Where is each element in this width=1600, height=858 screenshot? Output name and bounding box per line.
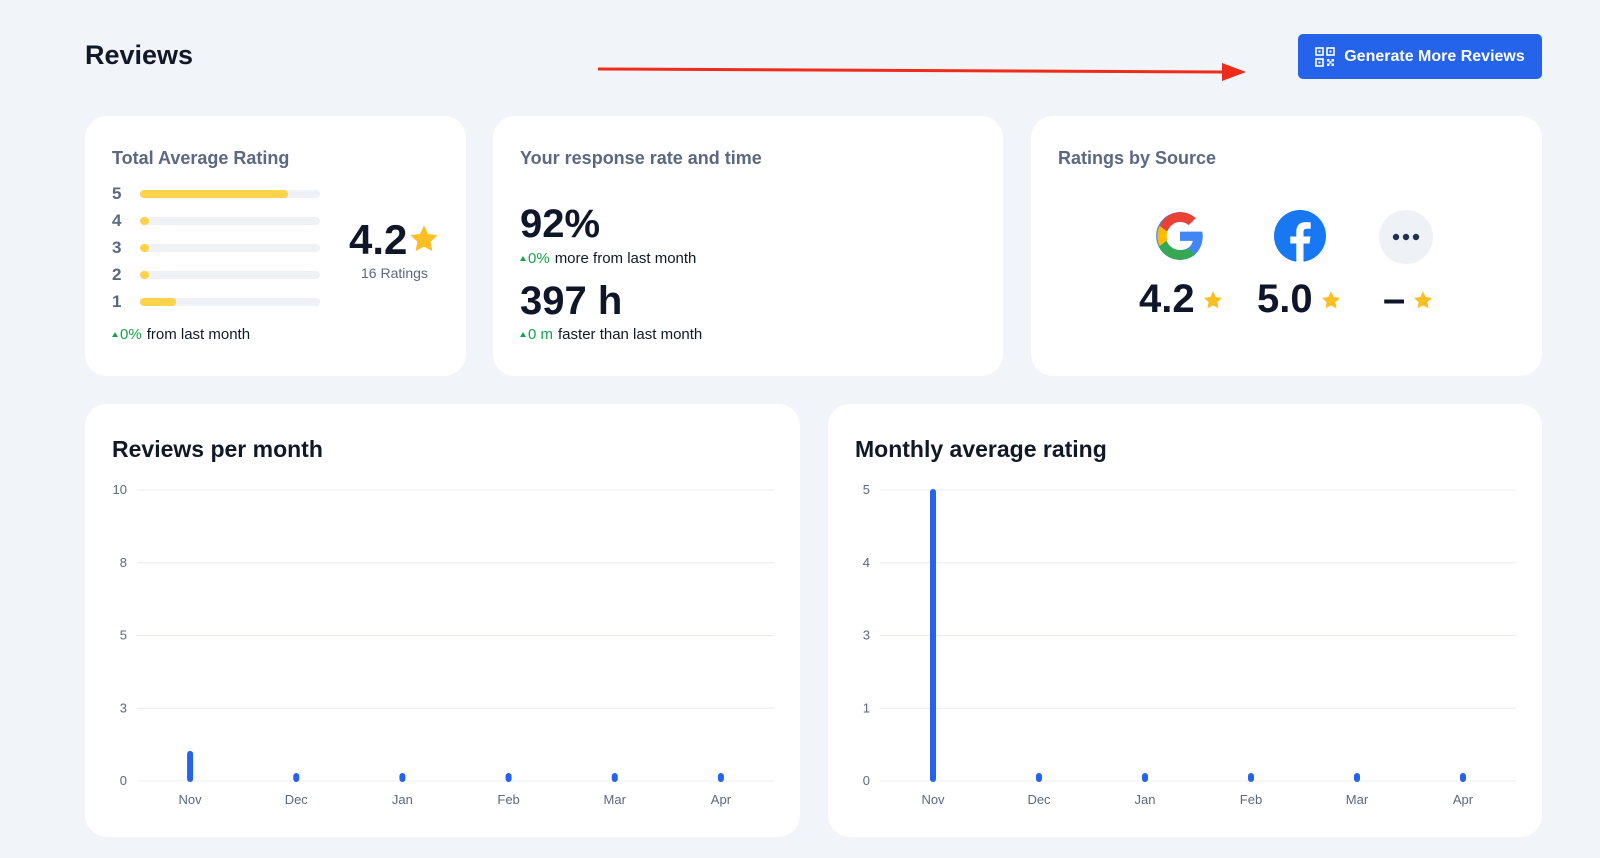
ratings-by-source-title: Ratings by Source [1058, 148, 1217, 168]
rating-bar-track [140, 271, 320, 279]
x-tick-label: Feb [497, 792, 519, 807]
star-icon [410, 225, 438, 252]
response-rate-delta-text: more from last month [554, 250, 697, 267]
facebook-icon[interactable] [1274, 210, 1326, 262]
y-tick-label: 10 [113, 482, 127, 497]
rating-row-5: 5 [112, 184, 320, 204]
star-icon [1414, 290, 1433, 308]
rating-bar-fill [140, 271, 149, 279]
y-tick-label: 0 [863, 773, 870, 788]
facebook-rating: 5.0 [1257, 277, 1341, 322]
rating-star-label: 5 [112, 184, 122, 203]
x-tick-label: Jan [1135, 792, 1156, 807]
reviews-per-month-chart: 0 3 5 8 10 Nov Dec Jan Feb Mar Apr [113, 482, 774, 807]
rating-row-1: 1 [112, 292, 320, 312]
rating-star-label: 1 [112, 292, 122, 311]
response-rate-value: 92% [520, 202, 601, 246]
y-tick-label: 4 [863, 555, 870, 570]
rating-bar-track [140, 190, 320, 198]
response-rate-title: Your response rate and time [520, 148, 762, 168]
response-rate-card: Your response rate and time 92% 0% more … [493, 116, 1003, 376]
average-rating-value: 4.2 [349, 216, 408, 263]
rating-star-label: 3 [112, 238, 122, 257]
chart-title: Reviews per month [112, 436, 323, 462]
ratings-by-source-card: Ratings by Source 4.2 5.0 – [1031, 116, 1542, 376]
reviews-per-month-card: Reviews per month 0 3 5 8 10 Nov Dec Jan Feb Mar A… [85, 404, 800, 837]
response-time-delta-text: faster than last month [558, 326, 703, 343]
rating-delta: 0% from last month [112, 326, 250, 343]
monthly-average-rating-card: Monthly average rating 0 1 3 4 5 Nov Dec Jan Feb… [828, 404, 1542, 837]
x-tick-label: Dec [285, 792, 309, 807]
x-tick-label: Mar [1346, 792, 1369, 807]
response-time-value: 397 h [520, 279, 623, 323]
more-icon[interactable] [1379, 210, 1433, 264]
y-tick-label: 5 [863, 482, 870, 497]
rating-delta-text: from last month [146, 326, 251, 343]
star-icon [1203, 290, 1222, 308]
response-rate-delta: 0% more from last month [520, 250, 696, 267]
rating-star-label: 2 [112, 265, 122, 284]
x-tick-label: Nov [921, 792, 945, 807]
x-tick-label: Mar [604, 792, 627, 807]
x-tick-label: Apr [1453, 792, 1474, 807]
trend-up-value: 0% [112, 326, 142, 343]
x-tick-label: Dec [1027, 792, 1051, 807]
y-tick-label: 3 [863, 628, 870, 643]
generate-more-reviews-label: Generate More Reviews [1344, 47, 1525, 65]
rating-row-2: 2 [112, 265, 320, 285]
y-tick-label: 8 [120, 555, 127, 570]
trend-up-value: 0% [520, 250, 550, 267]
rating-bar-track [140, 217, 320, 225]
x-tick-label: Feb [1240, 792, 1262, 807]
rating-bar-track [140, 244, 320, 252]
page-title: Reviews [85, 40, 194, 70]
total-average-rating-card: Total Average Rating 5 4 3 2 1 4.2 16 Ra… [85, 116, 466, 376]
x-tick-label: Nov [179, 792, 203, 807]
trend-up-value: 0 m [520, 326, 553, 343]
chart-title: Monthly average rating [855, 436, 1107, 462]
google-rating-value: 4.2 [1139, 277, 1195, 321]
total-average-rating-title: Total Average Rating [112, 148, 290, 168]
response-time-delta: 0 m faster than last month [520, 326, 702, 343]
facebook-rating-value: 5.0 [1257, 277, 1313, 321]
qr-code-icon [1315, 46, 1336, 67]
y-tick-label: 3 [120, 700, 127, 715]
google-rating: 4.2 [1139, 277, 1223, 322]
ratings-count: 16 Ratings [361, 265, 428, 281]
rating-bar-fill [140, 190, 288, 198]
rating-bar-fill [140, 244, 149, 252]
other-rating: – [1383, 277, 1433, 322]
annotation-arrow-icon [597, 63, 1246, 81]
x-tick-label: Jan [392, 792, 413, 807]
rating-row-3: 3 [112, 238, 320, 258]
y-tick-label: 5 [120, 628, 127, 643]
monthly-average-rating-chart: 0 1 3 4 5 Nov Dec Jan Feb Mar Apr [863, 482, 1516, 807]
y-tick-label: 1 [863, 700, 870, 715]
rating-bar-fill [140, 217, 149, 225]
google-icon[interactable] [1154, 210, 1206, 262]
other-rating-value: – [1383, 277, 1406, 321]
generate-more-reviews-button[interactable]: Generate More Reviews [1298, 34, 1542, 79]
rating-bar-track [140, 298, 320, 306]
y-tick-label: 0 [120, 773, 127, 788]
x-tick-label: Apr [711, 792, 732, 807]
rating-bar-fill [140, 298, 176, 306]
rating-row-4: 4 [112, 211, 320, 231]
star-icon [1321, 290, 1340, 308]
rating-star-label: 4 [112, 211, 122, 230]
